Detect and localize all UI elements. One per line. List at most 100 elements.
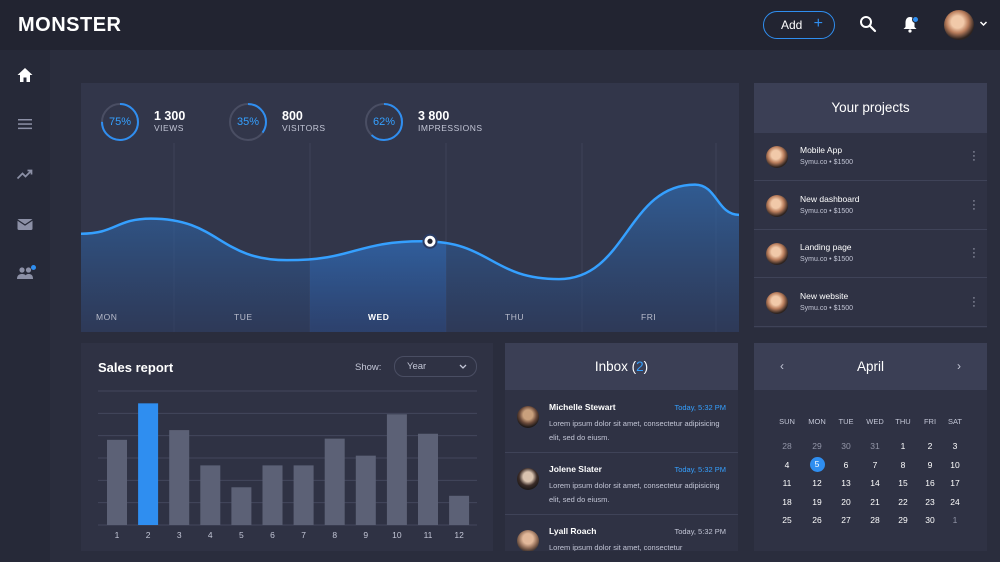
- project-title: Mobile App: [800, 145, 843, 155]
- bar-11[interactable]: [418, 433, 438, 525]
- calendar-day[interactable]: 25: [782, 515, 792, 525]
- more-options-icon[interactable]: · · ·: [972, 291, 976, 312]
- bar-5[interactable]: [231, 487, 252, 525]
- calendar-day-today[interactable]: 5: [809, 457, 825, 472]
- calendar-day[interactable]: 29: [812, 441, 822, 451]
- sender-avatar: [517, 530, 539, 551]
- bar-12[interactable]: [449, 495, 470, 525]
- calendar-day[interactable]: 4: [784, 459, 790, 470]
- range-select[interactable]: Year: [394, 356, 477, 377]
- calendar-day[interactable]: 26: [812, 515, 822, 525]
- bar-4[interactable]: [200, 465, 221, 525]
- sender-name: Lyall Roach: [549, 526, 597, 536]
- calendar-day[interactable]: 2: [927, 441, 933, 451]
- project-item[interactable]: New dashboard Symu.co • $1500 · · ·: [754, 182, 987, 230]
- bar-3[interactable]: [169, 430, 190, 525]
- calendar-day[interactable]: 19: [812, 496, 822, 507]
- calendar-day[interactable]: 10: [950, 459, 960, 470]
- project-avatar: [766, 291, 788, 314]
- day-label[interactable]: FRI: [641, 312, 657, 322]
- more-options-icon[interactable]: · · ·: [972, 146, 976, 166]
- calendar-day[interactable]: 11: [782, 478, 792, 488]
- project-meta: Symu.co • $1500: [800, 207, 854, 215]
- message-time: Today, 5:32 PM: [674, 527, 726, 536]
- calendar-day[interactable]: 9: [927, 459, 933, 470]
- people-icon[interactable]: [16, 264, 34, 282]
- sidebar: [0, 50, 50, 562]
- show-label: Show:: [355, 362, 382, 373]
- project-avatar: [766, 194, 788, 217]
- calendar-day[interactable]: 20: [841, 496, 851, 507]
- calendar-day[interactable]: 1: [900, 441, 906, 451]
- bar-2[interactable]: [138, 403, 159, 525]
- app-logo[interactable]: MONSTER: [18, 14, 122, 36]
- calendar-day[interactable]: 21: [870, 496, 880, 507]
- add-button[interactable]: Add +: [763, 11, 835, 39]
- user-avatar[interactable]: [944, 10, 974, 40]
- calendar-day[interactable]: 30: [925, 515, 935, 525]
- calendar-day[interactable]: 17: [950, 478, 960, 488]
- project-item[interactable]: New website Symu.co • $1500 · · ·: [754, 279, 987, 327]
- project-item[interactable]: Mobile App Symu.co • $1500 · · ·: [754, 133, 987, 181]
- bar-9[interactable]: [355, 455, 376, 525]
- calendar-day[interactable]: 1: [952, 515, 958, 525]
- mail-icon[interactable]: [16, 215, 34, 233]
- calendar-day[interactable]: 24: [950, 496, 960, 507]
- calendar-day[interactable]: 23: [925, 496, 935, 507]
- calendar-day[interactable]: 28: [782, 441, 792, 451]
- more-options-icon[interactable]: · · ·: [972, 194, 976, 215]
- day-label[interactable]: WED: [368, 312, 390, 322]
- prev-month-button[interactable]: ‹: [780, 359, 784, 373]
- project-avatar: [766, 146, 788, 168]
- calendar-day[interactable]: 7: [872, 459, 878, 470]
- calendar-day[interactable]: 13: [841, 478, 851, 488]
- bar-10[interactable]: [386, 414, 407, 525]
- search-icon[interactable]: [859, 15, 877, 33]
- calendar-day[interactable]: 3: [952, 441, 958, 451]
- inbox-message[interactable]: Michelle Stewart Today, 5:32 PM Lorem ipsu…: [505, 391, 738, 453]
- calendar-day[interactable]: 14: [870, 478, 880, 488]
- inbox-panel: Inbox (2) Michelle Stewart Today, 5:32 PM…: [505, 343, 738, 551]
- calendar-day[interactable]: 12: [812, 478, 822, 488]
- more-options-icon[interactable]: · · ·: [972, 243, 976, 263]
- message-time: Today, 5:32 PM: [674, 403, 726, 412]
- message-preview: Lorem ipsum dolor sit amet, consectetur …: [549, 419, 720, 442]
- bar-x-label: 6: [270, 530, 275, 540]
- chevron-down-icon: [459, 364, 467, 369]
- day-label[interactable]: TUE: [234, 312, 253, 322]
- calendar-day[interactable]: 16: [925, 478, 935, 488]
- inbox-message[interactable]: Lyall Roach Today, 5:32 PM Lorem ipsum dol…: [505, 515, 738, 551]
- calendar-day[interactable]: 18: [782, 496, 792, 507]
- calendar-day[interactable]: 6: [843, 459, 849, 470]
- bar-1[interactable]: [107, 439, 127, 525]
- chevron-down-icon[interactable]: [979, 19, 988, 28]
- day-label[interactable]: MON: [96, 312, 118, 322]
- home-icon[interactable]: [16, 66, 34, 84]
- range-select-value: Year: [407, 361, 427, 372]
- calendar-day[interactable]: 22: [898, 496, 908, 507]
- menu-icon[interactable]: [16, 115, 34, 133]
- progress-ring-fill: [101, 103, 139, 141]
- bar-x-label: 10: [392, 530, 402, 540]
- bar-x-label: 8: [332, 530, 338, 540]
- progress-ring: [365, 103, 403, 141]
- bar-8[interactable]: [324, 438, 345, 525]
- calendar-day[interactable]: 15: [898, 478, 908, 488]
- calendar-day[interactable]: 27: [841, 515, 851, 525]
- calendar-day[interactable]: 31: [870, 441, 880, 451]
- calendar-day[interactable]: 28: [870, 515, 880, 525]
- sender-avatar: [517, 406, 539, 428]
- projects-panel: Your projects Mobile App Symu.co • $1500 ·…: [754, 83, 987, 328]
- inbox-message[interactable]: Jolene Slater Today, 5:32 PM Lorem ipsum d…: [505, 453, 738, 515]
- bar-7[interactable]: [293, 465, 314, 525]
- calendar-day[interactable]: 30: [841, 441, 851, 451]
- stat-percent: 62%: [372, 116, 396, 128]
- calendar-day[interactable]: 8: [900, 459, 906, 470]
- project-item[interactable]: Landing page Symu.co • $1500 · · ·: [754, 230, 987, 278]
- day-label[interactable]: THU: [505, 312, 524, 322]
- calendar-day[interactable]: 29: [898, 515, 908, 525]
- next-month-button[interactable]: ›: [957, 359, 961, 373]
- bar-6[interactable]: [262, 465, 283, 525]
- stat-label: IMPRESSIONS: [418, 123, 483, 133]
- trending-icon[interactable]: [16, 165, 34, 183]
